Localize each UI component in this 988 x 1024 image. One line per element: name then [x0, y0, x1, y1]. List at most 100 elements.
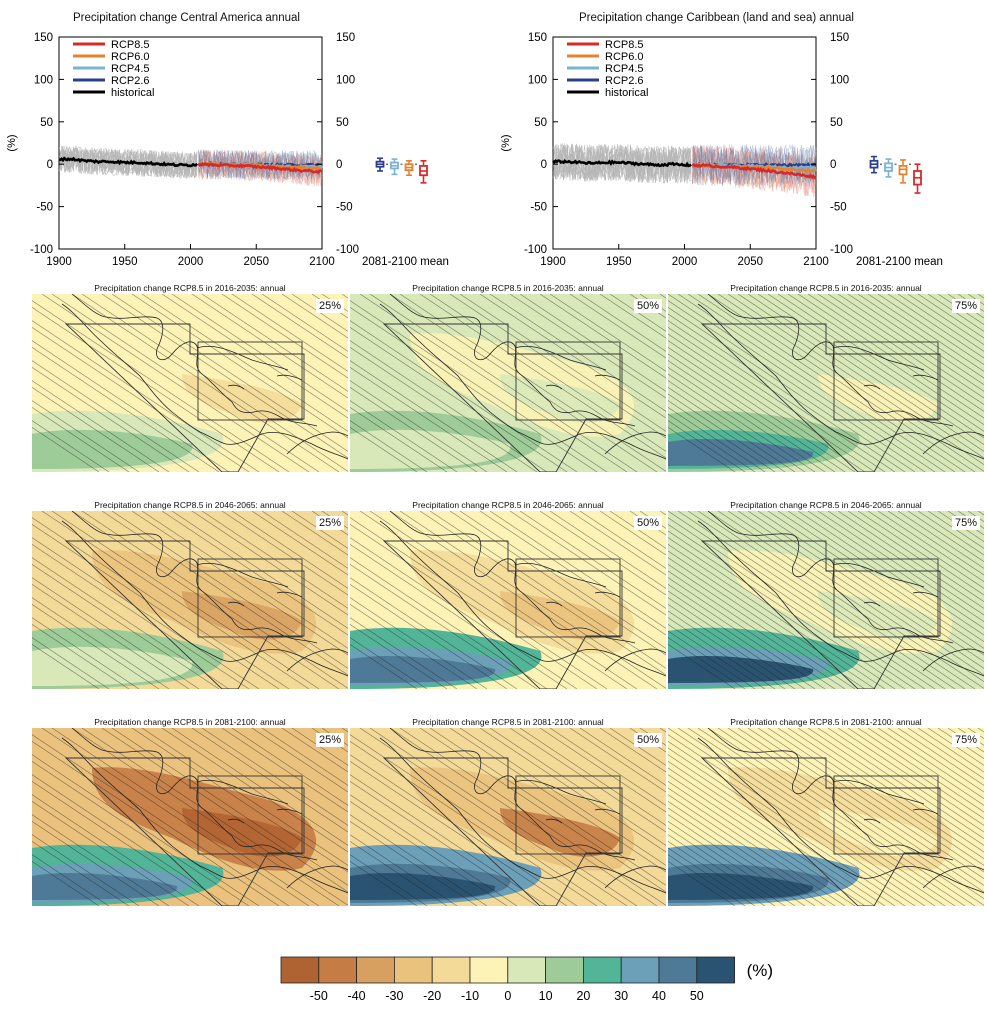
hatch-line	[350, 623, 448, 689]
hatch-line	[201, 511, 348, 609]
y-tick-label: -50	[530, 202, 547, 214]
hatch-line	[937, 728, 984, 760]
mean-line	[691, 162, 817, 173]
hatch-line	[569, 728, 666, 793]
hatch-line	[509, 511, 666, 616]
scenario-model-line	[692, 144, 817, 186]
caribbean-region	[515, 341, 621, 421]
hatch-line	[549, 728, 666, 806]
hatch-line	[171, 294, 348, 412]
coastline-jamaica	[227, 384, 245, 390]
coastline-jamaica	[227, 818, 245, 824]
hatch-line	[668, 780, 856, 906]
hatch-line	[668, 610, 786, 689]
hatch-line	[539, 511, 666, 596]
hatch-line	[519, 294, 666, 392]
hatch-line	[519, 511, 666, 609]
mean-line	[197, 161, 322, 175]
map-panel: Precipitation change RCP8.5 in 2016-2035…	[350, 282, 666, 472]
hatch-line	[917, 511, 984, 556]
hatch-line	[350, 557, 548, 689]
hatch-line	[539, 294, 666, 379]
hatch-line	[350, 426, 418, 472]
y-axis-label: (%)	[500, 134, 512, 151]
coastline-hispaniola	[276, 591, 303, 598]
hatch-line	[350, 563, 538, 689]
hatch-line	[857, 511, 984, 596]
hatch-line	[32, 814, 170, 906]
map-anomaly-core	[818, 374, 938, 423]
scenario-model-line	[198, 150, 323, 187]
coastline-pacific	[61, 303, 348, 460]
coastline-hispaniola	[912, 808, 939, 815]
hatch-line	[350, 840, 448, 906]
colorbar-tick-label: 50	[690, 989, 704, 1003]
hatch-line	[927, 294, 984, 332]
hatch-line	[847, 728, 984, 820]
hatch-line	[668, 617, 776, 689]
hatch-line	[867, 728, 984, 806]
hatch-line	[907, 294, 984, 346]
x-tick-label: 1950	[112, 256, 138, 268]
hatch-line	[668, 346, 856, 472]
scenario-model-line	[692, 144, 817, 185]
y-tick-label-right: -50	[830, 202, 847, 214]
coastline-cuba	[514, 780, 607, 805]
caribbean-region	[197, 775, 303, 855]
coastline-pacific	[61, 737, 348, 894]
y-tick-label: 50	[534, 117, 547, 129]
hatch-line	[350, 380, 488, 472]
hatch-line	[937, 511, 984, 543]
scenario-model-line	[198, 150, 323, 180]
central-america-region	[382, 323, 623, 472]
coastline-gulf	[389, 728, 636, 861]
coastline-cuba	[832, 780, 925, 805]
hatch-line	[668, 373, 816, 472]
hatch-line	[161, 728, 348, 853]
plot-area	[58, 36, 323, 250]
timeseries-title: Precipitation change Central America ann…	[73, 12, 300, 24]
map-pacific-pool	[32, 873, 178, 900]
coastline-hispaniola	[594, 808, 621, 815]
y-tick-label-right: 50	[336, 117, 349, 129]
hatch-line	[668, 800, 826, 906]
legend-label: RCP6.0	[605, 51, 644, 63]
hatch-line	[827, 728, 984, 833]
map-panel: Precipitation change RCP8.5 in 2016-2035…	[32, 282, 348, 472]
hatch-line	[32, 583, 190, 689]
coastline-hispaniola	[276, 374, 303, 381]
map-title: Precipitation change RCP8.5 in 2046-2065…	[350, 499, 666, 511]
colorbar-cell	[280, 956, 320, 984]
map-pacific-pool	[668, 656, 814, 683]
coastline-gulf	[707, 511, 954, 644]
map-pacific-band-inner	[32, 646, 193, 686]
colorbar-cell	[545, 956, 584, 984]
x-tick-label: 2050	[737, 256, 763, 268]
hatch-line	[579, 511, 666, 569]
coastlines	[61, 294, 348, 460]
boxplot-box	[898, 164, 908, 176]
hatch-line	[827, 294, 984, 399]
hatch-line	[817, 511, 984, 623]
hatch-line	[350, 406, 448, 472]
map-plot	[350, 511, 666, 689]
hatch-line	[609, 511, 666, 549]
colorbar-cell	[431, 956, 471, 984]
map-title: Precipitation change RCP8.5 in 2046-2065…	[668, 499, 984, 511]
y-tick-label: 100	[528, 74, 547, 86]
coastline-jamaica	[863, 384, 881, 390]
significance-hatching	[32, 511, 348, 689]
colorbar-tick-label: -10	[461, 989, 479, 1003]
region-outlines	[64, 323, 305, 472]
hatch-line	[668, 814, 806, 906]
hatch-line	[350, 754, 578, 906]
hatch-line	[668, 406, 766, 472]
hatch-line	[847, 294, 984, 386]
colorbar-tick-label: 30	[614, 989, 628, 1003]
hatch-line	[907, 728, 984, 780]
scenario-model-line	[198, 149, 323, 181]
hatch-line	[32, 346, 220, 472]
hatch-line	[668, 570, 846, 689]
central-america-region	[700, 323, 941, 472]
central-america-region	[64, 323, 305, 472]
